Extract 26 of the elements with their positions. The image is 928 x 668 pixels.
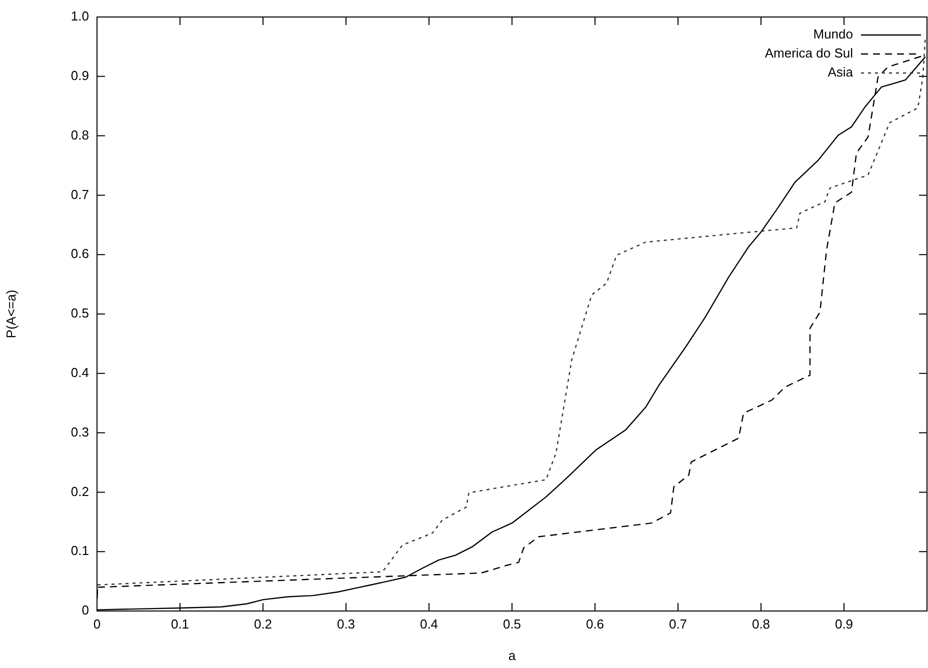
legend-label: Mundo xyxy=(813,26,853,42)
y-tick-label: 0.4 xyxy=(70,364,89,380)
y-tick-label: 0 xyxy=(82,602,89,618)
x-tick-label: 0.4 xyxy=(420,616,438,632)
y-tick-label: 0.8 xyxy=(70,127,89,142)
y-tick-label: 0.3 xyxy=(70,424,89,440)
y-tick-label: 1.0 xyxy=(70,8,89,24)
y-tick-label: 0.1 xyxy=(70,543,89,558)
x-tick-label: 0.3 xyxy=(336,616,356,632)
x-tick-label: 0.7 xyxy=(668,616,688,632)
y-tick-label: 0.9 xyxy=(70,68,89,83)
x-tick-label: 0.2 xyxy=(254,616,272,632)
x-tick-label: 0.8 xyxy=(752,616,770,632)
y-axis-title: P(A<=a) xyxy=(3,290,18,338)
x-tick-label: 0.5 xyxy=(502,616,522,632)
x-tick-label: 0.6 xyxy=(586,616,604,632)
x-tick-label: 0.9 xyxy=(834,616,854,632)
legend-label: America do Sul xyxy=(764,46,854,61)
x-tick-label: 0.1 xyxy=(170,616,190,632)
legend-label: Asia xyxy=(828,64,854,80)
x-axis-title: a xyxy=(508,648,516,663)
y-tick-label: 0.6 xyxy=(70,246,89,262)
y-tick-label: 0.7 xyxy=(70,186,89,202)
x-tick-label: 0 xyxy=(93,616,101,632)
y-tick-label: 0.2 xyxy=(70,484,89,499)
y-tick-label: 0.5 xyxy=(70,306,89,321)
